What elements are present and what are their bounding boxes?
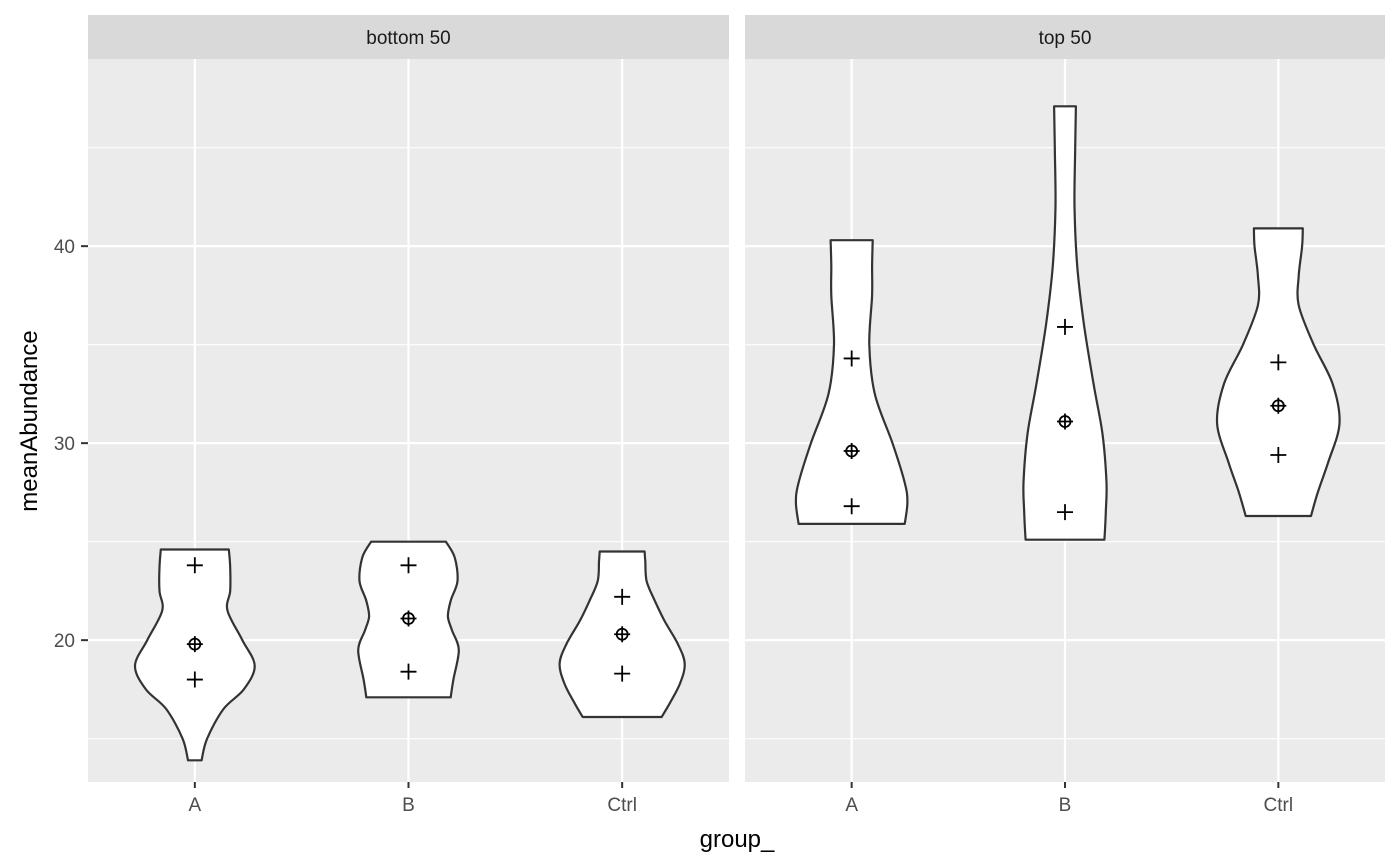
x-tick-label: Ctrl: [1264, 795, 1294, 816]
quantile-point-q25: [843, 498, 860, 515]
quantile-point-q25: [400, 663, 417, 680]
facet-strip: [745, 15, 1385, 59]
y-tick-label: 40: [54, 237, 75, 258]
x-tick-label: A: [845, 795, 858, 816]
facet-strip: [88, 15, 729, 59]
median-point-cross: [400, 610, 417, 627]
y-axis-title: meanAbundance: [16, 330, 43, 511]
violin-A: [133, 548, 256, 762]
median-point-cross: [843, 443, 860, 460]
facet-panel-top-50: top 50 A B Ctrl: [745, 15, 1385, 816]
quantile-point-q25: [614, 665, 631, 682]
x-tick-label: A: [188, 795, 201, 816]
facet-strip-label: top 50: [1039, 28, 1092, 49]
quantile-point-q25: [1057, 504, 1073, 521]
y-tick-label: 20: [54, 631, 75, 652]
violin-A: [794, 239, 909, 525]
median-point-cross: [1270, 397, 1287, 414]
quantile-point-q75: [843, 350, 860, 367]
median-point-cross: [186, 636, 203, 653]
facet-panel-bottom-50: bottom 50 A B Ctrl: [88, 15, 729, 816]
quantile-point-q75: [1057, 318, 1073, 335]
facet-strip-label: bottom 50: [366, 28, 451, 49]
quantile-point-q75: [1270, 354, 1287, 371]
violin-Ctrl: [1215, 227, 1341, 518]
quantile-point-q75: [186, 557, 203, 574]
quantile-point-q25: [1270, 446, 1287, 463]
quantile-point-q75: [614, 588, 631, 605]
median-point-cross: [1057, 413, 1073, 430]
x-tick-label: Ctrl: [607, 795, 637, 816]
x-tick-label: B: [402, 795, 415, 816]
y-tick-label: 30: [54, 434, 75, 455]
x-axis-title: group_: [700, 826, 775, 853]
quantile-point-q25: [186, 671, 203, 688]
quantile-point-q75: [400, 557, 417, 574]
median-point-cross: [614, 626, 631, 643]
x-tick-label: B: [1059, 795, 1072, 816]
